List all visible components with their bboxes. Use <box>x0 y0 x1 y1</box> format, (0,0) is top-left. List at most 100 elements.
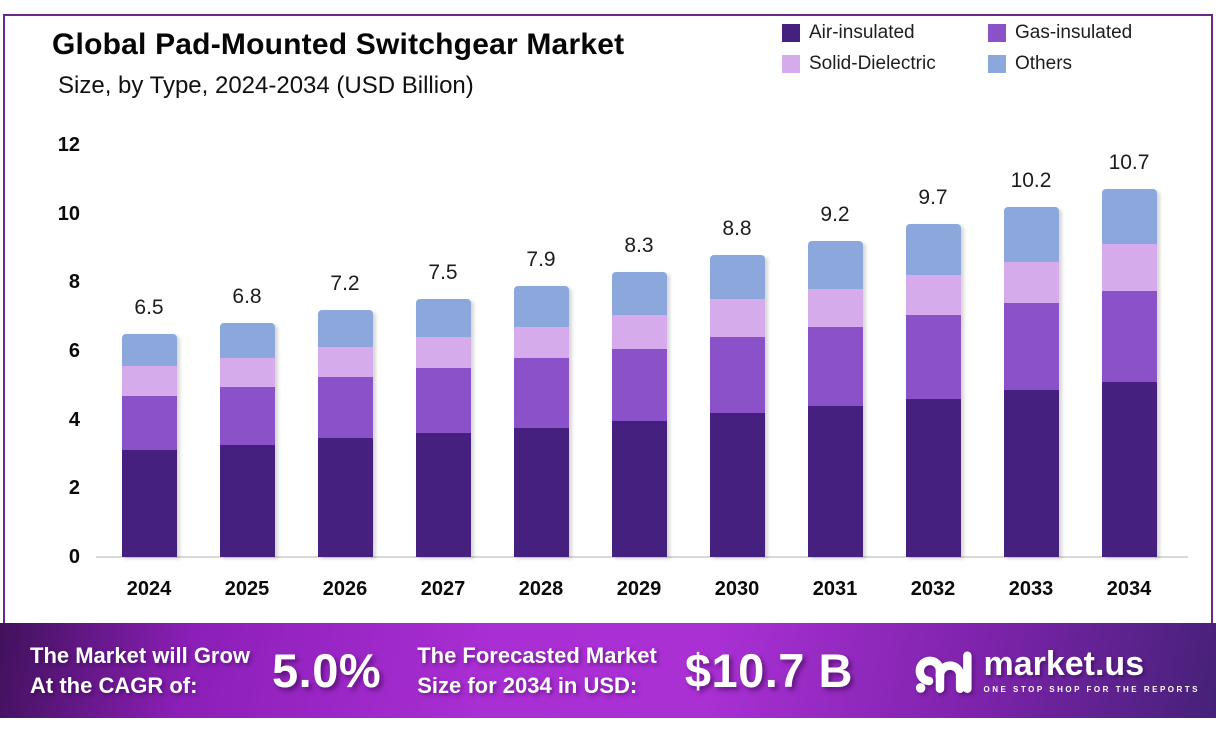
page-title: Global Pad-Mounted Switchgear Market <box>52 28 625 61</box>
bar-segment-solid-dielectric <box>513 326 569 358</box>
forecast-label-line2: Size for 2034 in USD: <box>417 672 638 698</box>
x-axis-label: 2028 <box>518 578 564 600</box>
bar-segment-air-insulated <box>611 421 667 557</box>
x-axis-label: 2025 <box>224 578 270 600</box>
brand-text: market.us ONE STOP SHOP FOR THE REPORTS <box>983 647 1200 694</box>
bar-segment-air-insulated <box>513 428 569 557</box>
bar-segment-solid-dielectric <box>219 357 275 387</box>
legend-item-air-insulated: Air-insulated <box>782 22 988 44</box>
bar-total-label: 6.5 <box>134 295 164 319</box>
bar-total-label: 9.2 <box>820 202 850 226</box>
bar-segment-others <box>317 309 373 348</box>
bar-segment-air-insulated <box>317 438 373 557</box>
bar-2024 <box>121 333 177 557</box>
bar-segment-others <box>1101 189 1157 245</box>
bar-segment-gas-insulated <box>415 368 471 434</box>
bar-segment-air-insulated <box>415 433 471 557</box>
legend-label: Gas-insulated <box>1015 22 1133 43</box>
bar-2025 <box>219 323 275 557</box>
bar-segment-air-insulated <box>219 445 275 557</box>
legend-item-solid-dielectric: Solid-Dielectric <box>782 53 988 75</box>
bar-total-label: 7.9 <box>526 247 556 271</box>
bar-segment-air-insulated <box>905 398 961 557</box>
x-axis-line <box>96 556 1188 558</box>
bar-2026 <box>317 309 373 557</box>
bar-segment-others <box>905 223 961 276</box>
bar-2030 <box>709 254 765 557</box>
forecast-value: $10.7 B <box>684 644 853 697</box>
bar-segment-gas-insulated <box>1003 302 1059 391</box>
bar-segment-gas-insulated <box>1101 290 1157 382</box>
bar-segment-solid-dielectric <box>415 337 471 369</box>
bar-segment-gas-insulated <box>219 386 275 446</box>
legend-item-others: Others <box>988 53 1132 75</box>
brand-name: market.us <box>983 645 1145 683</box>
x-axis-label: 2027 <box>420 578 466 600</box>
bar-segment-solid-dielectric <box>611 314 667 350</box>
bar-segment-air-insulated <box>121 450 177 557</box>
bar-segment-solid-dielectric <box>807 289 863 327</box>
bar-segment-others <box>415 299 471 338</box>
brand-logo: market.us ONE STOP SHOP FOR THE REPORTS <box>915 645 1200 697</box>
bar-segment-gas-insulated <box>121 395 177 451</box>
y-tick-label: 2 <box>68 477 80 500</box>
x-axis-label: 2033 <box>1008 578 1054 600</box>
x-axis-label: 2029 <box>616 578 662 600</box>
bar-segment-others <box>1003 206 1059 262</box>
market-us-logo-icon <box>916 650 973 693</box>
bar-segment-gas-insulated <box>709 337 765 413</box>
cagr-label-line1: The Market will Grow <box>30 643 251 669</box>
legend-swatch <box>988 55 1006 73</box>
x-axis-label: 2034 <box>1106 578 1152 600</box>
bar-2031 <box>807 240 863 557</box>
bar-total-label: 7.5 <box>428 261 458 285</box>
bar-total-label: 7.2 <box>330 271 360 295</box>
bar-segment-air-insulated <box>807 405 863 557</box>
legend-swatch <box>988 24 1006 42</box>
bar-2032 <box>905 223 961 557</box>
bar-segment-solid-dielectric <box>905 275 961 315</box>
bar-segment-air-insulated <box>1101 381 1157 557</box>
bar-segment-others <box>513 285 569 327</box>
bar-segment-others <box>121 333 177 367</box>
y-tick-label: 10 <box>57 202 80 225</box>
x-axis-label: 2024 <box>126 578 172 600</box>
bar-segment-gas-insulated <box>513 357 569 429</box>
bar-total-label: 10.2 <box>1010 168 1052 192</box>
cagr-label-line2: At the CAGR of: <box>30 672 198 698</box>
legend-label: Air-insulated <box>809 22 915 43</box>
y-tick-label: 6 <box>68 339 80 362</box>
bar-total-label: 8.3 <box>624 233 654 257</box>
legend-label: Solid-Dielectric <box>809 53 936 74</box>
bar-segment-gas-insulated <box>611 349 667 422</box>
y-tick-label: 8 <box>68 271 80 294</box>
x-axis-label: 2032 <box>910 578 956 600</box>
bar-segment-others <box>807 240 863 290</box>
bar-segment-gas-insulated <box>905 314 961 399</box>
bar-2029 <box>611 271 667 557</box>
bar-segment-others <box>219 323 275 358</box>
bar-2028 <box>513 285 569 557</box>
y-tick-label: 0 <box>68 546 80 568</box>
legend-swatch <box>782 24 800 42</box>
bar-2027 <box>415 299 471 557</box>
y-tick-label: 4 <box>68 408 80 431</box>
forecast-label-line1: The Forecasted Market <box>417 643 657 669</box>
bar-total-label: 10.7 <box>1108 151 1150 175</box>
bar-segment-solid-dielectric <box>317 347 373 377</box>
x-axis-label: 2030 <box>714 578 760 600</box>
y-tick-label: 12 <box>57 133 80 156</box>
bar-segment-solid-dielectric <box>121 366 177 396</box>
bar-segment-solid-dielectric <box>1003 261 1059 303</box>
cagr-label: The Market will Grow At the CAGR of: <box>30 641 250 699</box>
page-subtitle: Size, by Type, 2024-2034 (USD Billion) <box>58 72 474 99</box>
brand-tagline: ONE STOP SHOP FOR THE REPORTS <box>983 685 1200 694</box>
bar-total-label: 9.7 <box>918 185 948 209</box>
bar-2034 <box>1101 189 1157 557</box>
legend-swatch <box>782 55 800 73</box>
bar-segment-solid-dielectric <box>709 299 765 338</box>
legend-label: Others <box>1015 53 1073 74</box>
legend-item-gas-insulated: Gas-insulated <box>988 22 1132 44</box>
forecast-label: The Forecasted Market Size for 2034 in U… <box>417 641 657 699</box>
